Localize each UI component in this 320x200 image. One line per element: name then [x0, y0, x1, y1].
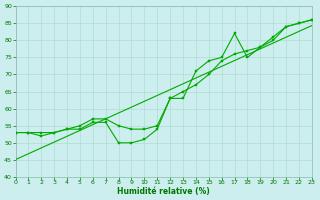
X-axis label: Humidité relative (%): Humidité relative (%): [117, 187, 210, 196]
